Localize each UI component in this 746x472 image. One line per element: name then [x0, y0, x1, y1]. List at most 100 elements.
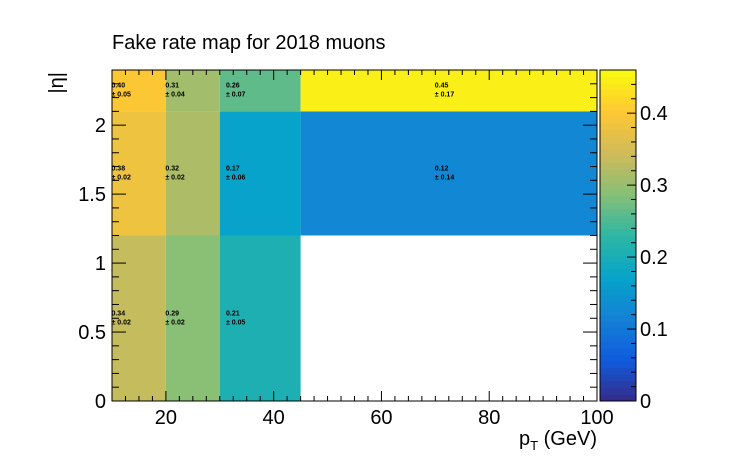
heatmap-cell	[165, 70, 220, 112]
x-axis-label-main: p	[519, 428, 530, 450]
cell-labels: 0.34 ± 0.02 0.29 ± 0.02 0.21 ± 0.05 0.38 ± 0.02…	[111, 83, 454, 327]
cell-value-label: 0.26	[226, 83, 240, 90]
x-tick-label: 60	[370, 407, 392, 429]
palette-band	[600, 348, 636, 356]
cell-error-label: ± 0.02	[111, 174, 131, 181]
x-axis-label-subscript: T	[530, 438, 538, 453]
x-tick-label: 20	[155, 407, 177, 429]
palette-band	[600, 129, 636, 137]
cell-error-label: ± 0.02	[111, 319, 131, 326]
cell-value-label: 0.45	[435, 83, 449, 90]
palette-band	[600, 374, 636, 382]
heatmap-cell	[219, 111, 301, 236]
heatmap-cell	[112, 70, 166, 112]
palette-band	[600, 308, 636, 316]
palette-band	[600, 228, 636, 236]
palette-band	[600, 295, 636, 303]
axis-ticks: 20 40 60 80 100 0 0.5 1 1.5 2	[78, 69, 614, 429]
palette-band	[600, 215, 636, 223]
palette-band	[600, 83, 636, 91]
cell-value-label: 0.40	[111, 83, 125, 90]
palette-band	[600, 149, 636, 157]
palette-band	[600, 209, 636, 217]
chart-title: Fake rate map for 2018 muons	[112, 32, 385, 54]
x-axis-label-unit: (GeV)	[538, 428, 597, 450]
palette-band	[600, 328, 636, 336]
palette-band	[600, 169, 636, 177]
palette-band	[600, 189, 636, 197]
cell-value-label: 0.12	[435, 165, 449, 172]
palette-band	[600, 182, 636, 190]
palette-band	[600, 142, 636, 150]
cell-value-label: 0.31	[165, 83, 179, 90]
cell-error-label: ± 0.05	[111, 92, 131, 99]
x-axis-label: pT (GeV)	[519, 428, 597, 453]
y-axis-label: |η|	[46, 72, 68, 94]
cell-value-label: 0.34	[111, 310, 125, 317]
y-tick-label: 1	[95, 253, 106, 275]
palette-band	[600, 109, 636, 117]
cell-value-label: 0.21	[226, 310, 240, 317]
z-tick-label: 0.2	[640, 247, 668, 269]
heatmap-cell	[165, 235, 220, 401]
palette-band	[600, 255, 636, 263]
cell-error-label: ± 0.04	[165, 92, 185, 99]
cell-value-label: 0.38	[111, 165, 125, 172]
palette-band	[600, 242, 636, 250]
palette-band	[600, 354, 636, 362]
palette-band	[600, 156, 636, 164]
palette-band	[600, 381, 636, 389]
palette-band	[600, 321, 636, 329]
palette-band	[600, 136, 636, 144]
cell-error-label: ± 0.07	[226, 92, 246, 99]
cell-value-label: 0.17	[226, 165, 240, 172]
heatmap-cell	[300, 70, 597, 112]
heatmap-cells	[112, 70, 597, 401]
cell-error-label: ± 0.06	[226, 174, 246, 181]
x-tick-label: 80	[478, 407, 500, 429]
palette-band	[600, 275, 636, 283]
palette-band	[600, 341, 636, 349]
palette-band	[600, 314, 636, 322]
palette-frame	[599, 69, 637, 402]
cell-error-label: ± 0.14	[435, 174, 455, 181]
palette-band	[600, 301, 636, 309]
cell-error-label: ± 0.02	[165, 319, 185, 326]
heatmap-cell	[165, 111, 220, 236]
palette-band	[600, 116, 636, 124]
palette-band	[600, 387, 636, 395]
palette-band	[600, 195, 636, 203]
cell-value-label: 0.32	[165, 165, 179, 172]
y-tick-label: 0	[95, 391, 106, 413]
z-tick-label: 0	[640, 391, 651, 413]
palette-band	[600, 89, 636, 97]
heatmap-cell	[219, 235, 301, 401]
cell-error-label: ± 0.17	[435, 92, 455, 99]
palette-band	[600, 261, 636, 269]
x-tick-label: 100	[580, 407, 613, 429]
palette-band	[600, 235, 636, 243]
color-palette: 0 0.1 0.2 0.3 0.4	[599, 69, 668, 413]
palette-band	[600, 248, 636, 256]
heatmap-cell	[112, 235, 166, 401]
z-tick-label: 0.4	[640, 103, 668, 125]
palette-band	[600, 281, 636, 289]
palette-band	[600, 288, 636, 296]
palette-band	[600, 103, 636, 111]
palette-band	[600, 268, 636, 276]
palette-band	[600, 175, 636, 183]
cell-value-label: 0.29	[165, 310, 179, 317]
y-tick-label: 1.5	[78, 184, 106, 206]
z-tick-label: 0.1	[640, 319, 668, 341]
palette-band	[600, 394, 636, 402]
heatmap-cell	[219, 70, 301, 112]
palette-band	[600, 162, 636, 170]
heatmap-cell	[112, 111, 166, 236]
y-tick-label: 0.5	[78, 322, 106, 344]
palette-band	[600, 122, 636, 130]
x-tick-label: 40	[263, 407, 285, 429]
palette-band	[600, 96, 636, 104]
cell-error-label: ± 0.05	[226, 319, 246, 326]
palette-band	[600, 361, 636, 369]
